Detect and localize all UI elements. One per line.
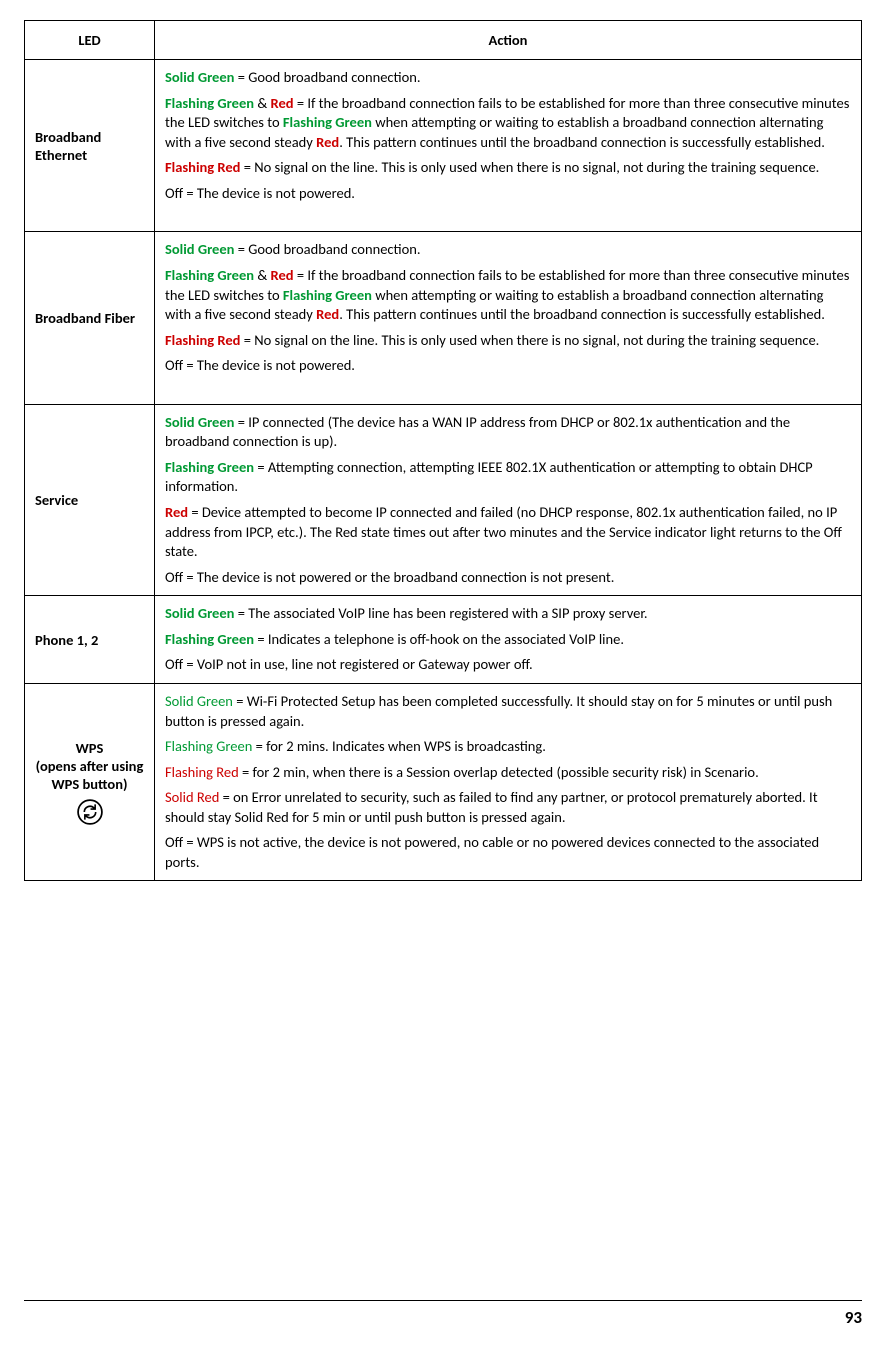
action-broadband-ethernet: Solid Green = Good broadband connection.… — [155, 60, 862, 232]
text-span: Solid Green — [165, 604, 234, 622]
text-span: = Good broadband connection. — [234, 68, 420, 86]
led-label-wps: WPS (opens after using WPS button) — [25, 683, 155, 881]
text-span: Solid Green — [165, 692, 233, 710]
text-span: Solid Red — [165, 788, 219, 806]
led-action-table: LED Action Broadband Ethernet Solid Gree… — [24, 20, 862, 881]
be-p4: Off = The device is not powered. — [165, 184, 851, 204]
wps-label-line2: (opens after using WPS button) — [35, 757, 144, 793]
text-span: Red — [165, 503, 188, 521]
wps-p2: Flashing Green = for 2 mins. Indicates w… — [165, 737, 851, 757]
text-span: Solid Green — [165, 413, 234, 431]
led-label-service: Service — [25, 404, 155, 596]
wps-p5: Off = WPS is not active, the device is n… — [165, 833, 851, 872]
be-p3: Flashing Red = No signal on the line. Th… — [165, 158, 851, 178]
led-label-broadband-ethernet: Broadband Ethernet — [25, 60, 155, 232]
text-span: = for 2 min, when there is a Session ove… — [239, 763, 759, 781]
text-span: Flashing Green — [165, 630, 254, 648]
action-phone: Solid Green = The associated VoIP line h… — [155, 596, 862, 684]
text-span: . This pattern continues until the broad… — [339, 305, 825, 323]
action-wps: Solid Green = Wi-Fi Protected Setup has … — [155, 683, 862, 881]
text-span: Flashing Green — [165, 458, 254, 476]
ph-p1: Solid Green = The associated VoIP line h… — [165, 604, 851, 624]
ph-p2: Flashing Green = Indicates a telephone i… — [165, 630, 851, 650]
row-wps: WPS (opens after using WPS button) Solid… — [25, 683, 862, 881]
led-label-broadband-fiber: Broadband Fiber — [25, 232, 155, 404]
svc-p4: Off = The device is not powered or the b… — [165, 568, 851, 588]
text-span: & — [254, 94, 270, 112]
header-action: Action — [155, 21, 862, 60]
text-span: = No signal on the line. This is only us… — [240, 331, 819, 349]
text-span: = Attempting connection, attempting IEEE… — [165, 458, 813, 496]
bf-p3: Flashing Red = No signal on the line. Th… — [165, 331, 851, 351]
text-span: = The associated VoIP line has been regi… — [234, 604, 647, 622]
text-span: & — [254, 266, 270, 284]
text-span: . This pattern continues until the broad… — [339, 133, 825, 151]
page-footer: 93 — [24, 1300, 862, 1328]
text-span: Flashing Green — [165, 94, 254, 112]
text-span: Flashing Red — [165, 331, 240, 349]
bf-p1: Solid Green = Good broadband connection. — [165, 240, 851, 260]
header-led: LED — [25, 21, 155, 60]
be-p2: Flashing Green & Red = If the broadband … — [165, 94, 851, 153]
text-span: Red — [271, 94, 294, 112]
bf-p4: Off = The device is not powered. — [165, 356, 851, 376]
row-phone: Phone 1, 2 Solid Green = The associated … — [25, 596, 862, 684]
text-span: = Good broadband connection. — [234, 240, 420, 258]
text-span: Red — [316, 133, 339, 151]
text-span: Red — [316, 305, 339, 323]
wps-label-line1: WPS — [35, 739, 144, 757]
action-broadband-fiber: Solid Green = Good broadband connection.… — [155, 232, 862, 404]
text-span: Red — [271, 266, 294, 284]
action-service: Solid Green = IP connected (The device h… — [155, 404, 862, 596]
text-span: = on Error unrelated to security, such a… — [165, 788, 818, 826]
svc-p2: Flashing Green = Attempting connection, … — [165, 458, 851, 497]
text-span: = IP connected (The device has a WAN IP … — [165, 413, 790, 451]
wps-refresh-icon — [77, 799, 103, 825]
text-span: Flashing Red — [165, 158, 240, 176]
bf-p2: Flashing Green & Red = If the broadband … — [165, 266, 851, 325]
wps-p3: Flashing Red = for 2 min, when there is … — [165, 763, 851, 783]
text-span: Flashing Green — [165, 737, 252, 755]
be-p1: Solid Green = Good broadband connection. — [165, 68, 851, 88]
text-span: Solid Green — [165, 240, 234, 258]
text-span: = No signal on the line. This is only us… — [240, 158, 819, 176]
ph-p3: Off = VoIP not in use, line not register… — [165, 655, 851, 675]
row-broadband-fiber: Broadband Fiber Solid Green = Good broad… — [25, 232, 862, 404]
svc-p1: Solid Green = IP connected (The device h… — [165, 413, 851, 452]
row-service: Service Solid Green = IP connected (The … — [25, 404, 862, 596]
wps-p1: Solid Green = Wi-Fi Protected Setup has … — [165, 692, 851, 731]
text-span: Flashing Green — [165, 266, 254, 284]
text-span: = Wi-Fi Protected Setup has been complet… — [165, 692, 832, 730]
text-span: = Device attempted to become IP connecte… — [165, 503, 842, 560]
svc-p3: Red = Device attempted to become IP conn… — [165, 503, 851, 562]
text-span: = for 2 mins. Indicates when WPS is broa… — [252, 737, 546, 755]
text-span: Flashing Green — [283, 286, 372, 304]
text-span: Flashing Green — [283, 113, 372, 131]
table-header-row: LED Action — [25, 21, 862, 60]
page-number: 93 — [845, 1307, 862, 1328]
text-span: Flashing Red — [165, 763, 239, 781]
row-broadband-ethernet: Broadband Ethernet Solid Green = Good br… — [25, 60, 862, 232]
text-span: = Indicates a telephone is off-hook on t… — [254, 630, 624, 648]
text-span: Solid Green — [165, 68, 234, 86]
led-label-phone: Phone 1, 2 — [25, 596, 155, 684]
wps-p4: Solid Red = on Error unrelated to securi… — [165, 788, 851, 827]
